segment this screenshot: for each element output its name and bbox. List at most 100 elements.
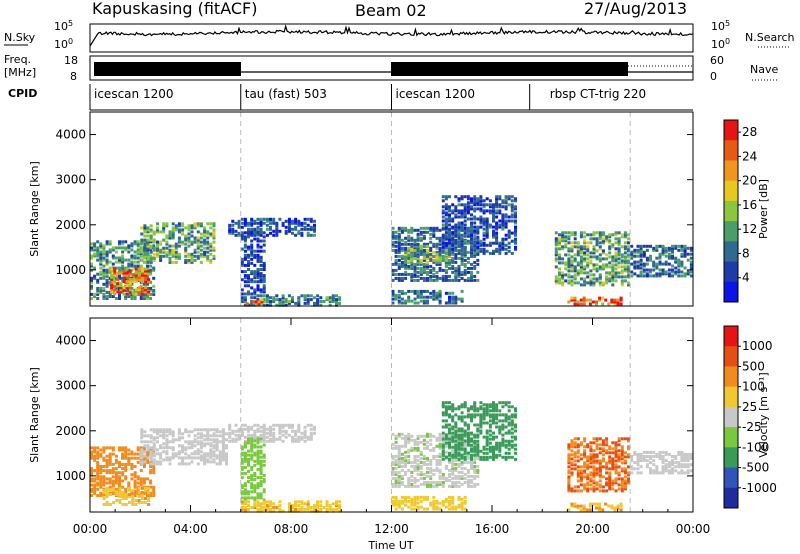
range-cell bbox=[558, 279, 561, 283]
range-cell bbox=[554, 279, 558, 283]
range-cell bbox=[451, 499, 455, 503]
range-cell bbox=[400, 246, 404, 250]
range-cell bbox=[99, 494, 103, 497]
range-cell bbox=[130, 262, 134, 266]
range-cell bbox=[419, 456, 423, 460]
range-cell bbox=[576, 437, 580, 441]
range-cell bbox=[671, 254, 674, 258]
range-cell bbox=[438, 468, 442, 472]
range-cell bbox=[140, 226, 144, 230]
range-cell bbox=[250, 272, 254, 276]
range-cell bbox=[451, 419, 455, 423]
range-cell bbox=[573, 463, 577, 467]
range-cell bbox=[457, 495, 461, 499]
range-cell bbox=[218, 452, 222, 456]
noise-panel-frame bbox=[89, 23, 694, 53]
range-cell bbox=[152, 452, 156, 456]
range-cell bbox=[325, 298, 329, 302]
range-cell bbox=[256, 280, 260, 284]
range-cell bbox=[652, 260, 656, 264]
range-cell bbox=[589, 455, 593, 459]
range-cell bbox=[400, 464, 404, 468]
range-cell bbox=[564, 235, 568, 239]
range-cell bbox=[579, 233, 583, 237]
range-cell bbox=[507, 197, 511, 201]
range-cell bbox=[617, 473, 621, 477]
range-cell bbox=[130, 452, 134, 456]
range-cell bbox=[460, 447, 464, 451]
range-cell bbox=[237, 225, 241, 229]
range-cell bbox=[281, 301, 285, 305]
range-cell bbox=[133, 295, 137, 298]
range-cell bbox=[470, 466, 473, 470]
range-cell bbox=[620, 479, 624, 483]
range-cell bbox=[617, 251, 621, 255]
range-cell bbox=[187, 252, 191, 256]
range-cell bbox=[466, 256, 470, 260]
range-cell bbox=[105, 493, 109, 496]
range-cell bbox=[262, 439, 266, 443]
range-cell bbox=[165, 430, 169, 434]
range-cell bbox=[492, 207, 495, 211]
range-cell bbox=[470, 447, 473, 451]
range-cell bbox=[146, 242, 150, 246]
range-cell bbox=[212, 232, 216, 236]
range-cell bbox=[501, 221, 505, 225]
range-cell bbox=[451, 431, 455, 435]
range-cell bbox=[617, 457, 621, 461]
range-cell bbox=[642, 262, 646, 266]
range-cell bbox=[495, 447, 499, 451]
range-cell bbox=[240, 459, 244, 463]
range-cell bbox=[422, 299, 426, 303]
range-cell bbox=[438, 258, 442, 262]
range-cell bbox=[90, 494, 93, 497]
range-cell bbox=[605, 465, 609, 469]
range-cell bbox=[124, 246, 128, 250]
range-cell bbox=[422, 472, 426, 476]
range-cell bbox=[156, 246, 159, 250]
range-cell bbox=[658, 452, 662, 456]
range-cell bbox=[275, 423, 279, 427]
range-cell bbox=[419, 499, 423, 503]
range-cell bbox=[466, 484, 470, 488]
range-cell bbox=[492, 209, 495, 213]
range-cell bbox=[93, 292, 97, 296]
range-cell bbox=[309, 427, 313, 431]
range-cell bbox=[99, 481, 103, 485]
range-cell bbox=[444, 268, 448, 272]
range-cell bbox=[495, 237, 499, 241]
range-cell bbox=[507, 447, 511, 451]
range-cell bbox=[570, 275, 574, 279]
range-cell bbox=[608, 447, 612, 451]
range-cell bbox=[460, 249, 464, 253]
range-cell bbox=[247, 459, 250, 463]
range-cell bbox=[174, 242, 178, 246]
range-cell bbox=[588, 298, 592, 302]
range-cell bbox=[190, 440, 194, 444]
range-cell bbox=[93, 483, 97, 487]
range-cell bbox=[460, 247, 464, 251]
range-cell bbox=[203, 462, 207, 466]
range-cell bbox=[300, 506, 304, 509]
range-cell bbox=[121, 497, 125, 500]
range-cell bbox=[413, 242, 417, 246]
range-cell bbox=[400, 242, 404, 246]
range-cell bbox=[335, 500, 338, 504]
range-cell bbox=[133, 494, 137, 497]
range-cell bbox=[617, 231, 621, 235]
range-cell bbox=[240, 259, 244, 263]
range-cell bbox=[146, 244, 150, 248]
range-cell bbox=[413, 476, 417, 480]
range-cell bbox=[561, 271, 565, 275]
range-cell bbox=[422, 480, 426, 484]
range-cell bbox=[187, 258, 191, 262]
range-cell bbox=[416, 252, 420, 256]
range-cell bbox=[473, 274, 477, 278]
range-cell bbox=[177, 238, 181, 242]
range-cell bbox=[306, 507, 310, 511]
range-cell bbox=[611, 271, 615, 275]
range-cell bbox=[639, 457, 643, 460]
range-cell bbox=[259, 484, 263, 488]
range-cell bbox=[281, 294, 285, 298]
range-cell bbox=[444, 411, 448, 415]
